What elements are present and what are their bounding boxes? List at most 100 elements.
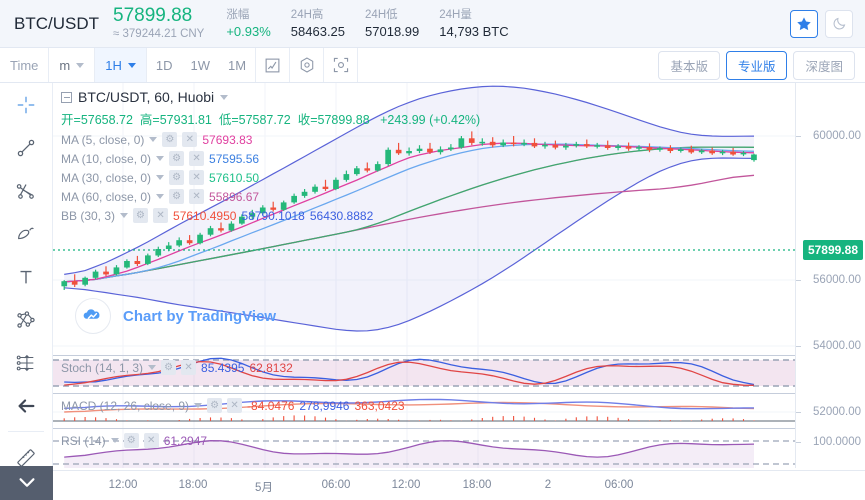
tool-text[interactable] (0, 255, 52, 298)
chart-legend: BTC/USDT, 60, Huobi 开=57658.72 高=57931.8… (61, 89, 480, 223)
favorite-button[interactable] (790, 9, 818, 38)
ohlc-close-label: 收= (297, 113, 318, 127)
ohlc-low-label: 低= (218, 113, 239, 127)
last-price: 57899.88 (113, 5, 193, 26)
indicator-row-ma10[interactable]: MA (10, close, 0) ⚙ ✕ 57595.56 (61, 151, 480, 166)
arrow-icon (18, 398, 35, 413)
close-icon[interactable]: ✕ (227, 398, 243, 413)
close-icon[interactable]: ✕ (143, 433, 159, 448)
indicator-row-ma30[interactable]: MA (30, close, 0) ⚙ ✕ 57610.50 (61, 170, 480, 185)
chevron-down-icon (18, 478, 35, 487)
pane-divider-3[interactable] (53, 428, 795, 429)
chevron-down-icon[interactable] (156, 156, 165, 161)
tool-pitchfork[interactable] (0, 169, 52, 212)
close-icon[interactable]: ✕ (182, 132, 198, 147)
indicators-button[interactable] (290, 48, 325, 82)
chart-container[interactable]: Chart by TradingView BTC/USDT, 60, Huobi… (53, 83, 865, 500)
stat-low: 24H低 57018.99 (365, 8, 439, 40)
view-switcher: 基本版 专业版 深度图 (658, 48, 865, 82)
gear-icon[interactable]: ⚙ (169, 189, 185, 204)
timeframe-1w[interactable]: 1W (190, 57, 211, 73)
gear-icon[interactable]: ⚙ (123, 433, 139, 448)
bb-basis-value: 57610.4950 (173, 208, 237, 223)
timeframe-1d[interactable]: 1D (155, 57, 173, 73)
tool-crosshair[interactable] (0, 83, 52, 126)
tool-pattern[interactable] (0, 298, 52, 341)
indicator-row-ma5[interactable]: MA (5, close, 0) ⚙ ✕ 57693.83 (61, 132, 480, 147)
chevron-down-icon[interactable] (148, 365, 157, 370)
gear-icon[interactable]: ⚙ (169, 170, 185, 185)
price-axis[interactable]: 60000.00 56000.00 54000.00 52000.00 5000… (795, 83, 865, 500)
gear-icon[interactable]: ⚙ (133, 208, 149, 223)
tool-trend-line[interactable] (0, 126, 52, 169)
close-icon[interactable]: ✕ (189, 189, 205, 204)
legend-title-row[interactable]: BTC/USDT, 60, Huobi (61, 89, 480, 105)
pane-name: Stoch (14, 1, 3) (61, 360, 144, 375)
pair-name[interactable]: BTC/USDT (14, 13, 99, 33)
pane-legend-macd[interactable]: MACD (12, 26, close, 9) ⚙ ✕ -84.0476 278… (61, 398, 405, 413)
legend-ohlc: 开=57658.72 高=57931.81 低=57587.72 收=57899… (61, 109, 480, 128)
stat-low-value: 57018.99 (365, 23, 420, 39)
indicators-icon (300, 57, 313, 73)
view-pro[interactable]: 专业版 (725, 50, 788, 80)
gear-icon[interactable]: ⚙ (161, 360, 177, 375)
collapse-icon[interactable] (61, 91, 72, 103)
gear-icon[interactable]: ⚙ (169, 151, 185, 166)
pane-divider-2[interactable] (53, 393, 795, 394)
time-axis-label: 12:00 (108, 479, 138, 491)
indicator-row-ma60[interactable]: MA (60, close, 0) ⚙ ✕ 55896.67 (61, 189, 480, 204)
minute-select[interactable]: m (49, 48, 96, 82)
theme-toggle-button[interactable] (825, 9, 853, 38)
timeframe-1h[interactable]: 1H (95, 48, 147, 82)
indicator-name: MA (60, close, 0) (61, 189, 152, 204)
chevron-down-icon[interactable] (149, 137, 158, 142)
moon-icon (833, 17, 845, 30)
time-axis[interactable]: 12:00 18:00 5月 06:00 12:00 18:00 2 06:00 (53, 470, 865, 500)
ohlc-open: 57658.72 (80, 113, 133, 127)
chevron-down-icon[interactable] (220, 94, 229, 100)
price-axis-label: 52000.00 (813, 406, 861, 418)
snapshot-button[interactable] (324, 48, 359, 82)
close-icon[interactable]: ✕ (189, 151, 205, 166)
close-icon[interactable]: ✕ (181, 360, 197, 375)
view-basic[interactable]: 基本版 (658, 50, 720, 80)
ohlc-low: 57587.72 (238, 113, 291, 127)
rail-divider (8, 431, 44, 432)
chart-plot[interactable] (53, 83, 795, 479)
time-axis-label: 12:00 (391, 479, 421, 491)
chevron-down-icon[interactable] (194, 403, 203, 408)
tool-position[interactable] (0, 341, 52, 384)
snapshot-icon (333, 57, 348, 73)
axis-tick (796, 412, 801, 413)
pane-legend-rsi[interactable]: RSI (14) ⚙ ✕ 61.2947 (61, 433, 207, 448)
chevron-down-icon[interactable] (120, 213, 129, 218)
tool-measure[interactable] (0, 436, 52, 479)
star-icon (797, 16, 811, 30)
chart-type-button[interactable] (256, 48, 291, 82)
timeframe-1m[interactable]: 1M (228, 57, 247, 73)
indicator-value: 57595.56 (209, 151, 260, 166)
stat-change-label: 涨幅 (226, 8, 250, 21)
indicator-name: MA (30, close, 0) (61, 170, 152, 185)
pitchfork-icon (16, 183, 34, 199)
tool-brush[interactable] (0, 212, 52, 255)
price-plot-svg (53, 83, 795, 479)
current-price-badge: 57899.88 (802, 240, 863, 260)
chevron-down-icon[interactable] (110, 438, 119, 443)
stat-high: 24H高 58463.25 (291, 8, 365, 40)
brush-icon (18, 227, 34, 239)
pane-name: RSI (14) (61, 433, 106, 448)
close-icon[interactable]: ✕ (153, 208, 169, 223)
gear-icon[interactable]: ⚙ (207, 398, 223, 413)
indicator-row-bb[interactable]: BB (30, 3) ⚙ ✕ 57610.4950 58790.1018 564… (61, 208, 480, 223)
pane-legend-stoch[interactable]: Stoch (14, 1, 3) ⚙ ✕ 85.4395 62.8132 (61, 360, 293, 375)
chevron-down-icon[interactable] (156, 194, 165, 199)
view-depth[interactable]: 深度图 (793, 50, 855, 80)
indicator-value: 57693.83 (202, 132, 253, 147)
gear-icon[interactable]: ⚙ (162, 132, 178, 147)
rail-collapse-button[interactable] (0, 466, 53, 500)
pane-divider-1[interactable] (53, 355, 795, 356)
chevron-down-icon[interactable] (156, 175, 165, 180)
close-icon[interactable]: ✕ (189, 170, 205, 185)
tool-arrow[interactable] (0, 384, 52, 427)
